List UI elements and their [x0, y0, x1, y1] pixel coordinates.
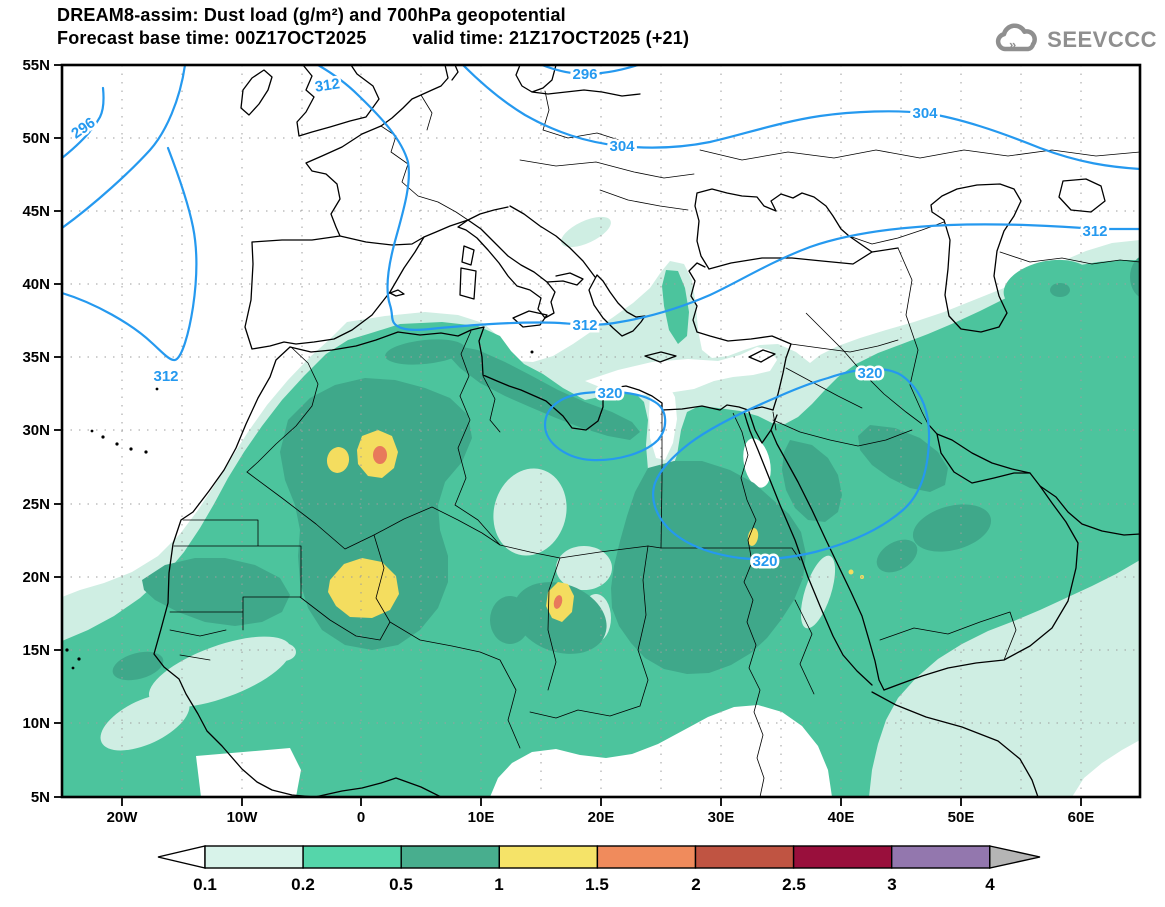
- dust-regions-0p5: [112, 256, 1140, 681]
- y-tick-label: 35N: [22, 349, 50, 366]
- contour-304-east: [461, 65, 1140, 171]
- y-tick-label: 55N: [22, 57, 50, 74]
- colorbar-segment: [204, 845, 304, 869]
- contour-320-large: [651, 367, 931, 561]
- colorbar-value: 0.5: [389, 875, 413, 894]
- country-borders: [169, 90, 1140, 749]
- colorbar-value: 2: [691, 875, 700, 894]
- colorbar-value: 1: [494, 875, 503, 894]
- cloud-arrows: »: [1009, 37, 1016, 52]
- colorbar-segment: [400, 845, 501, 869]
- colorbar-value: 0.1: [193, 875, 217, 894]
- contour-label: 312: [153, 368, 178, 385]
- contour-label: 320: [752, 553, 777, 570]
- contour-label: 312: [314, 75, 341, 95]
- y-tick-label: 25N: [22, 496, 50, 513]
- colorbar-value: 2.5: [782, 875, 806, 894]
- islands: [65, 350, 534, 670]
- dust-regions-1p5: [373, 446, 563, 609]
- x-tick-label: 10W: [227, 809, 259, 826]
- colorbar-underflow-arrow: [157, 845, 206, 869]
- dust-region-aegean: [662, 270, 689, 344]
- contour-label: 312: [572, 317, 597, 334]
- geopotential-contours: [62, 65, 1140, 561]
- y-tick-label: 5N: [31, 789, 50, 806]
- colorbar-segment: [498, 845, 599, 869]
- contour-312-main: [316, 65, 1140, 331]
- colorbar-labels: 0.1 0.2 0.5 1 1.5 2 2.5 3 4: [193, 875, 995, 894]
- colorbar-segment: [694, 845, 795, 869]
- x-tick-label: 20W: [107, 809, 139, 826]
- dust-patch-adriatic: [561, 216, 611, 248]
- contour-label: 312: [1082, 223, 1107, 240]
- contour-label: 296: [68, 114, 98, 142]
- cloud-icon: »: [996, 23, 1038, 52]
- colorbar-segment: [891, 845, 991, 869]
- x-axis-labels: 20W 10W 0 10E 20E 30E 40E 50E 60E: [107, 809, 1095, 826]
- axis-ticks: [54, 64, 1082, 806]
- y-tick-label: 40N: [22, 276, 50, 293]
- colorbar-overflow-arrow: [989, 845, 1041, 869]
- colorbar-segment: [792, 845, 893, 869]
- contour-296-top: [540, 65, 640, 76]
- euphrates-river: [805, 312, 923, 425]
- x-tick-label: 50E: [948, 809, 975, 826]
- x-tick-label: 60E: [1068, 809, 1095, 826]
- y-tick-label: 20N: [22, 569, 50, 586]
- contour-320-small: [543, 390, 667, 462]
- y-tick-label: 50N: [22, 130, 50, 147]
- y-tick-label: 30N: [22, 422, 50, 439]
- coastlines: [65, 65, 1140, 797]
- x-tick-label: 20E: [588, 809, 615, 826]
- nile-river: [732, 412, 765, 797]
- dust-region-caspian: [1003, 259, 1093, 313]
- rivers: [732, 312, 923, 797]
- colorbar-segment: [596, 845, 697, 869]
- seevccc-logo: » SEEVCCC: [995, 22, 1157, 58]
- x-tick-label: 40E: [828, 809, 855, 826]
- x-tick-label: 30E: [708, 809, 735, 826]
- time-line: Forecast base time: 00Z17OCT2025 valid ti…: [57, 27, 689, 50]
- contour-304-west: [62, 65, 187, 230]
- valid-time: valid time: 21Z17OCT2025 (+21): [412, 28, 690, 48]
- plot-titles: DREAM8-assim: Dust load (g/m²) and 700hP…: [57, 4, 689, 50]
- colorbar-value: 1.5: [585, 875, 609, 894]
- contour-label: 320: [597, 385, 622, 402]
- forecast-base-time: Forecast base time: 00Z17OCT2025: [57, 28, 367, 48]
- dust-fill-layer: [62, 216, 1140, 797]
- x-tick-label: 10E: [468, 809, 495, 826]
- contour-label: 304: [912, 105, 938, 122]
- x-tick-label: 0: [357, 809, 365, 826]
- contour-label: 304: [609, 138, 635, 155]
- colorbar-segment: [302, 845, 402, 869]
- colorbar-value: 0.2: [291, 875, 315, 894]
- colorbar-value: 3: [887, 875, 896, 894]
- y-axis-labels: 55N 50N 45N 40N 35N 30N 25N 20N 15N 10N …: [22, 57, 50, 806]
- contour-label: 296: [572, 66, 597, 83]
- contour-312-west-trough: [62, 146, 198, 362]
- y-tick-label: 15N: [22, 642, 50, 659]
- logo-text: SEEVCCC: [1047, 27, 1157, 52]
- page-title: DREAM8-assim: Dust load (g/m²) and 700hP…: [57, 5, 566, 25]
- contour-label: 320: [857, 365, 882, 382]
- y-tick-label: 10N: [22, 715, 50, 732]
- colorbar-value: 4: [985, 875, 995, 894]
- grid-lines: [62, 65, 1140, 797]
- colorbar: 0.1 0.2 0.5 1 1.5 2 2.5 3 4: [157, 845, 1041, 894]
- contour-296-west: [62, 86, 105, 160]
- y-tick-label: 45N: [22, 203, 50, 220]
